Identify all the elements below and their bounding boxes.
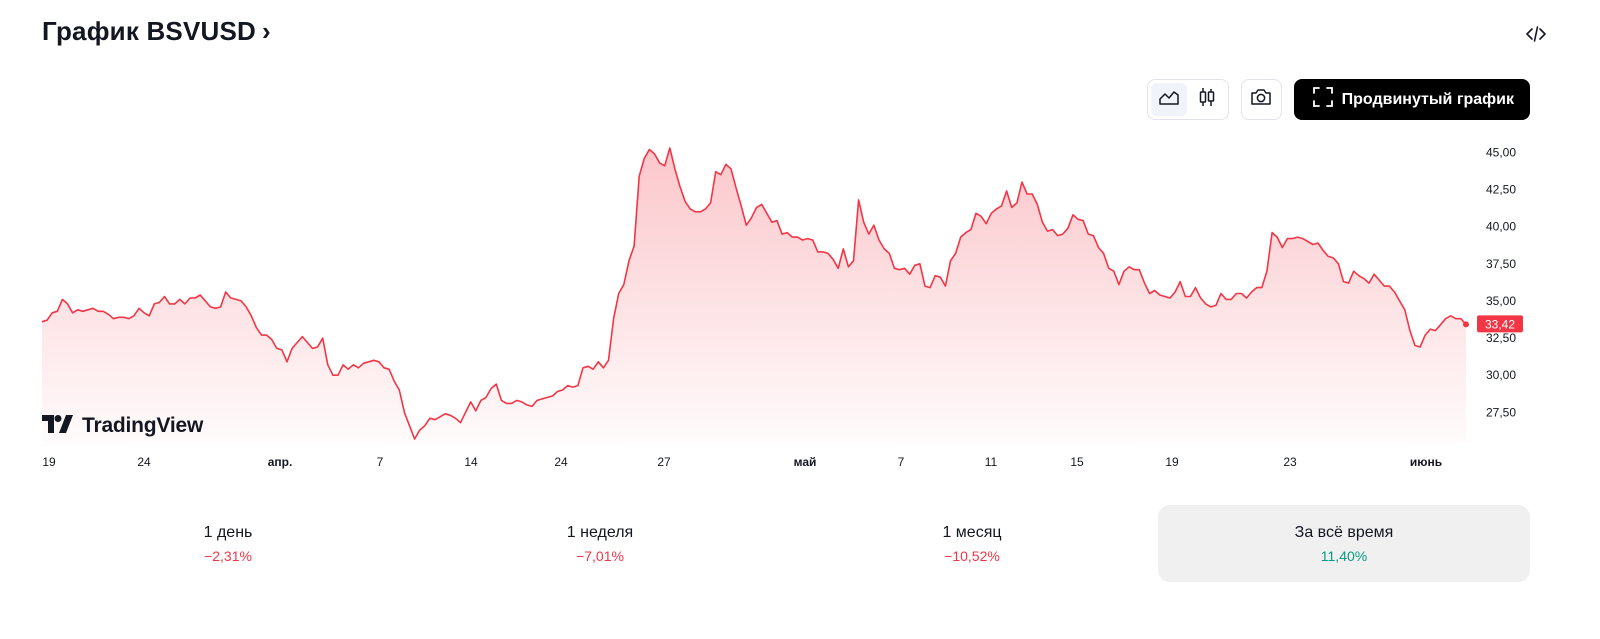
- tradingview-logo[interactable]: TradingView: [42, 414, 203, 438]
- period-change: −2,31%: [204, 547, 252, 564]
- chart-toolbar: Продвинутый график: [1146, 79, 1530, 120]
- x-tick-label: 23: [1283, 455, 1297, 469]
- period-label: 1 день: [203, 523, 253, 541]
- advanced-chart-label: Продвинутый график: [1341, 90, 1514, 108]
- period-label: 1 неделя: [566, 523, 634, 541]
- area-chart-icon: [1157, 87, 1181, 112]
- chevron-right-icon: ›: [262, 16, 271, 46]
- tradingview-logo-icon: [42, 414, 74, 438]
- x-tick-label: апр.: [268, 455, 293, 469]
- x-tick-label: 27: [657, 455, 671, 469]
- x-tick-label: 7: [898, 455, 905, 469]
- price-line: [41, 147, 1467, 440]
- last-price-marker: 33,42: [1463, 315, 1523, 333]
- period-1-week[interactable]: 1 неделя −7,01%: [414, 505, 786, 582]
- x-tick-label: 11: [985, 455, 998, 469]
- candlestick-icon: [1197, 86, 1217, 113]
- y-tick-label: 35,00: [1486, 294, 1516, 308]
- snapshot-button[interactable]: [1240, 79, 1282, 120]
- y-axis: 45,00 42,50 40,00 37,50 35,00 32,50 30,00 27,50: [1486, 145, 1516, 419]
- page-title: График BSVUSD: [42, 16, 257, 46]
- last-price-dot: [1463, 321, 1469, 328]
- x-tick-label: 24: [137, 455, 151, 469]
- period-change: −7,01%: [576, 547, 624, 564]
- x-tick-label: 14: [464, 455, 478, 469]
- y-tick-label: 42,50: [1486, 183, 1516, 197]
- embed-code-icon[interactable]: [1524, 22, 1548, 46]
- x-tick-label: 15: [1070, 455, 1084, 469]
- period-change: −10,52%: [944, 547, 1000, 564]
- period-1-day[interactable]: 1 день −2,31%: [42, 505, 414, 582]
- period-1-month[interactable]: 1 месяц −10,52%: [786, 505, 1158, 582]
- camera-icon: [1249, 86, 1273, 113]
- x-axis: 19 24 апр. 7 14 24 27 май 7 11 15 19 23 июнь: [42, 455, 1442, 469]
- period-all-time[interactable]: За всё время 11,40%: [1158, 505, 1530, 582]
- last-price-label: 33,42: [1485, 317, 1515, 331]
- fullscreen-icon: [1312, 86, 1334, 113]
- x-tick-label: май: [794, 455, 817, 469]
- tradingview-logo-text: TradingView: [82, 414, 204, 437]
- x-tick-label: 19: [1165, 455, 1179, 469]
- period-label: 1 месяц: [942, 523, 1002, 541]
- x-tick-label: 7: [377, 455, 384, 469]
- price-area-fill: [42, 148, 1466, 442]
- y-tick-label: 45,00: [1486, 145, 1516, 159]
- price-chart[interactable]: 45,00 42,50 40,00 37,50 35,00 32,50 30,00 27,50…: [0, 130, 1600, 480]
- last-price-badge: [1477, 315, 1523, 333]
- area-chart-button[interactable]: [1150, 83, 1187, 116]
- x-tick-label: 24: [554, 455, 568, 469]
- period-change: 11,40%: [1320, 547, 1368, 564]
- x-tick-label: 19: [42, 455, 56, 469]
- candlestick-chart-button[interactable]: [1189, 83, 1225, 116]
- y-tick-label: 40,00: [1486, 220, 1516, 234]
- advanced-chart-button[interactable]: Продвинутый график: [1293, 79, 1530, 120]
- y-tick-label: 27,50: [1486, 405, 1516, 419]
- chart-title-link[interactable]: График BSVUSD ›: [42, 16, 271, 47]
- chart-style-toggle: [1146, 79, 1229, 120]
- x-tick-label: июнь: [1410, 455, 1442, 469]
- performance-periods: 1 день −2,31% 1 неделя −7,01% 1 месяц −1…: [42, 505, 1530, 582]
- y-tick-label: 37,50: [1486, 257, 1516, 271]
- period-label: За всё время: [1294, 523, 1394, 541]
- y-tick-label: 30,00: [1486, 368, 1516, 382]
- y-tick-label: 32,50: [1486, 331, 1516, 345]
